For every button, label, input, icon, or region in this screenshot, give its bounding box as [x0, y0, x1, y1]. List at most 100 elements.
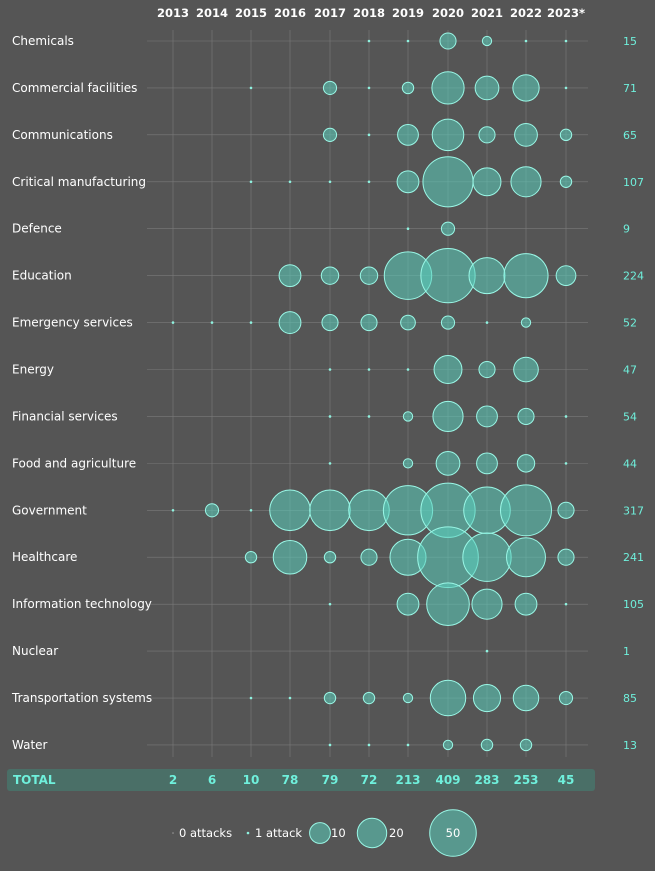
bubble-information-technology-2017	[328, 602, 332, 606]
bubble-commercial-facilities-2020	[431, 71, 465, 105]
bubble-transportation-systems-2023	[558, 690, 574, 706]
bubble-energy-2022	[513, 356, 539, 383]
bubble-communications-2022	[514, 122, 538, 147]
bubble-information-technology-2020	[426, 582, 470, 626]
legend-symbol-20	[356, 817, 388, 849]
bubble-government-2016	[269, 489, 311, 532]
bubble-emergency-services-2013	[171, 321, 175, 324]
sector-label-chemicals: Chemicals	[12, 34, 74, 48]
year-label-2016: 2016	[274, 6, 306, 20]
bubble-information-technology-2023	[564, 602, 568, 606]
bubble-critical-manufacturing-2016	[288, 180, 292, 184]
legend-label-10: 10	[331, 826, 346, 840]
bubble-commercial-facilities-2019	[401, 81, 415, 95]
bubble-water-2019	[406, 743, 410, 747]
bubble-nuclear-2021	[485, 649, 489, 653]
year-headers: 2013 2014 2015 2016 2017 2018 2019 2020 2021 2022…	[157, 6, 585, 20]
total-value-2015: 10	[243, 773, 260, 787]
bubble-water-2021	[480, 738, 494, 752]
sector-total-defence: 9	[623, 223, 630, 236]
year-label-2013: 2013	[157, 6, 189, 20]
year-label-2023: 2023*	[547, 6, 585, 20]
sector-total-transportation-systems: 85	[623, 692, 637, 705]
bubble-critical-manufacturing-2023	[559, 175, 573, 188]
sector-label-education: Education	[12, 269, 72, 283]
sector-total-energy: 47	[623, 364, 637, 377]
sector-label-transportation-systems: Transportation systems	[11, 691, 152, 705]
bubble-water-2022	[519, 738, 533, 752]
year-label-2014: 2014	[196, 6, 228, 20]
bubble-emergency-services-2016	[278, 311, 302, 334]
bubble-food-and-agriculture-2023	[564, 462, 568, 465]
sector-total-water: 13	[623, 739, 637, 752]
bubble-defence-2020	[440, 221, 456, 236]
sector-total-emergency-services: 52	[623, 317, 637, 330]
bubble-information-technology-2019	[396, 592, 420, 616]
sector-total-chemicals: 15	[623, 35, 637, 48]
sector-label-food-and-agriculture: Food and agriculture	[12, 456, 136, 470]
legend: 0 attacks 1 attack 10 20 50	[172, 809, 477, 857]
sector-total-financial-services: 54	[623, 410, 637, 423]
bubble-critical-manufacturing-2020	[422, 156, 474, 208]
sector-label-energy: Energy	[12, 363, 54, 377]
bubble-education-2017	[320, 266, 340, 285]
sector-total-commercial-facilities: 71	[623, 82, 637, 95]
bubble-transportation-systems-2021	[472, 683, 502, 713]
bubble-emergency-services-2017	[321, 314, 339, 332]
bubble-emergency-services-2014	[210, 321, 214, 324]
bubble-emergency-services-2020	[440, 315, 456, 330]
bubble-chemicals-2022	[524, 39, 528, 43]
sector-label-information-technology: Information technology	[12, 597, 152, 611]
bubble-transportation-systems-2016	[288, 696, 292, 700]
bubble-transportation-systems-2019	[402, 692, 414, 704]
bubble-food-and-agriculture-2021	[476, 452, 498, 475]
total-value-2023: 45	[558, 773, 575, 787]
bubble-communications-2020	[431, 118, 465, 152]
bubble-commercial-facilities-2022	[512, 74, 540, 102]
bubble-transportation-systems-2017	[323, 691, 337, 705]
sector-total-healthcare: 241	[623, 551, 644, 564]
sector-label-defence: Defence	[12, 222, 62, 236]
sector-total-information-technology: 105	[623, 598, 644, 611]
bubble-financial-services-2019	[402, 411, 414, 422]
total-value-2014: 6	[208, 773, 216, 787]
year-label-2019: 2019	[392, 6, 424, 20]
bubble-financial-services-2020	[432, 400, 464, 433]
year-label-2015: 2015	[235, 6, 267, 20]
total-label: TOTAL	[13, 773, 56, 787]
bubble-education-2023	[555, 265, 577, 287]
bubble-commercial-facilities-2015	[249, 86, 253, 90]
legend-label-50: 50	[446, 826, 461, 840]
bubble-energy-2021	[478, 360, 496, 379]
bubble-chemicals-2020	[439, 32, 457, 50]
bubble-food-and-agriculture-2019	[402, 458, 414, 469]
bubble-water-2017	[328, 743, 332, 747]
sector-label-financial-services: Financial services	[12, 409, 118, 423]
bubble-energy-2018	[367, 368, 371, 371]
bubble-education-2016	[278, 264, 302, 288]
bubble-healthcare-2023	[557, 548, 575, 566]
legend-label-1: 1 attack	[255, 826, 302, 840]
bubble-education-2018	[359, 266, 379, 285]
bubble-communications-2019	[397, 123, 419, 146]
sector-total-education: 224	[623, 270, 644, 283]
bubble-critical-manufacturing-2015	[249, 180, 253, 184]
bubble-critical-manufacturing-2018	[367, 180, 371, 184]
bubble-government-2017	[309, 489, 351, 532]
bubble-healthcare-2021	[462, 532, 512, 582]
sector-label-water: Water	[12, 738, 48, 752]
bubble-communications-2018	[367, 133, 371, 137]
bubble-chemicals-2019	[406, 39, 410, 43]
bubble-information-technology-2021	[471, 588, 503, 620]
year-label-2018: 2018	[353, 6, 385, 20]
bubble-chemicals-2021	[481, 35, 493, 47]
bubble-financial-services-2023	[564, 415, 568, 418]
total-value-2020: 409	[435, 773, 460, 787]
bubble-critical-manufacturing-2021	[472, 167, 502, 197]
year-label-2017: 2017	[314, 6, 346, 20]
bubble-food-and-agriculture-2020	[435, 451, 461, 476]
sector-rows: Chemicals 15 Commercial facilities 71 Commun…	[11, 32, 644, 752]
year-label-2022: 2022	[510, 6, 542, 20]
bubble-emergency-services-2019	[400, 314, 416, 331]
